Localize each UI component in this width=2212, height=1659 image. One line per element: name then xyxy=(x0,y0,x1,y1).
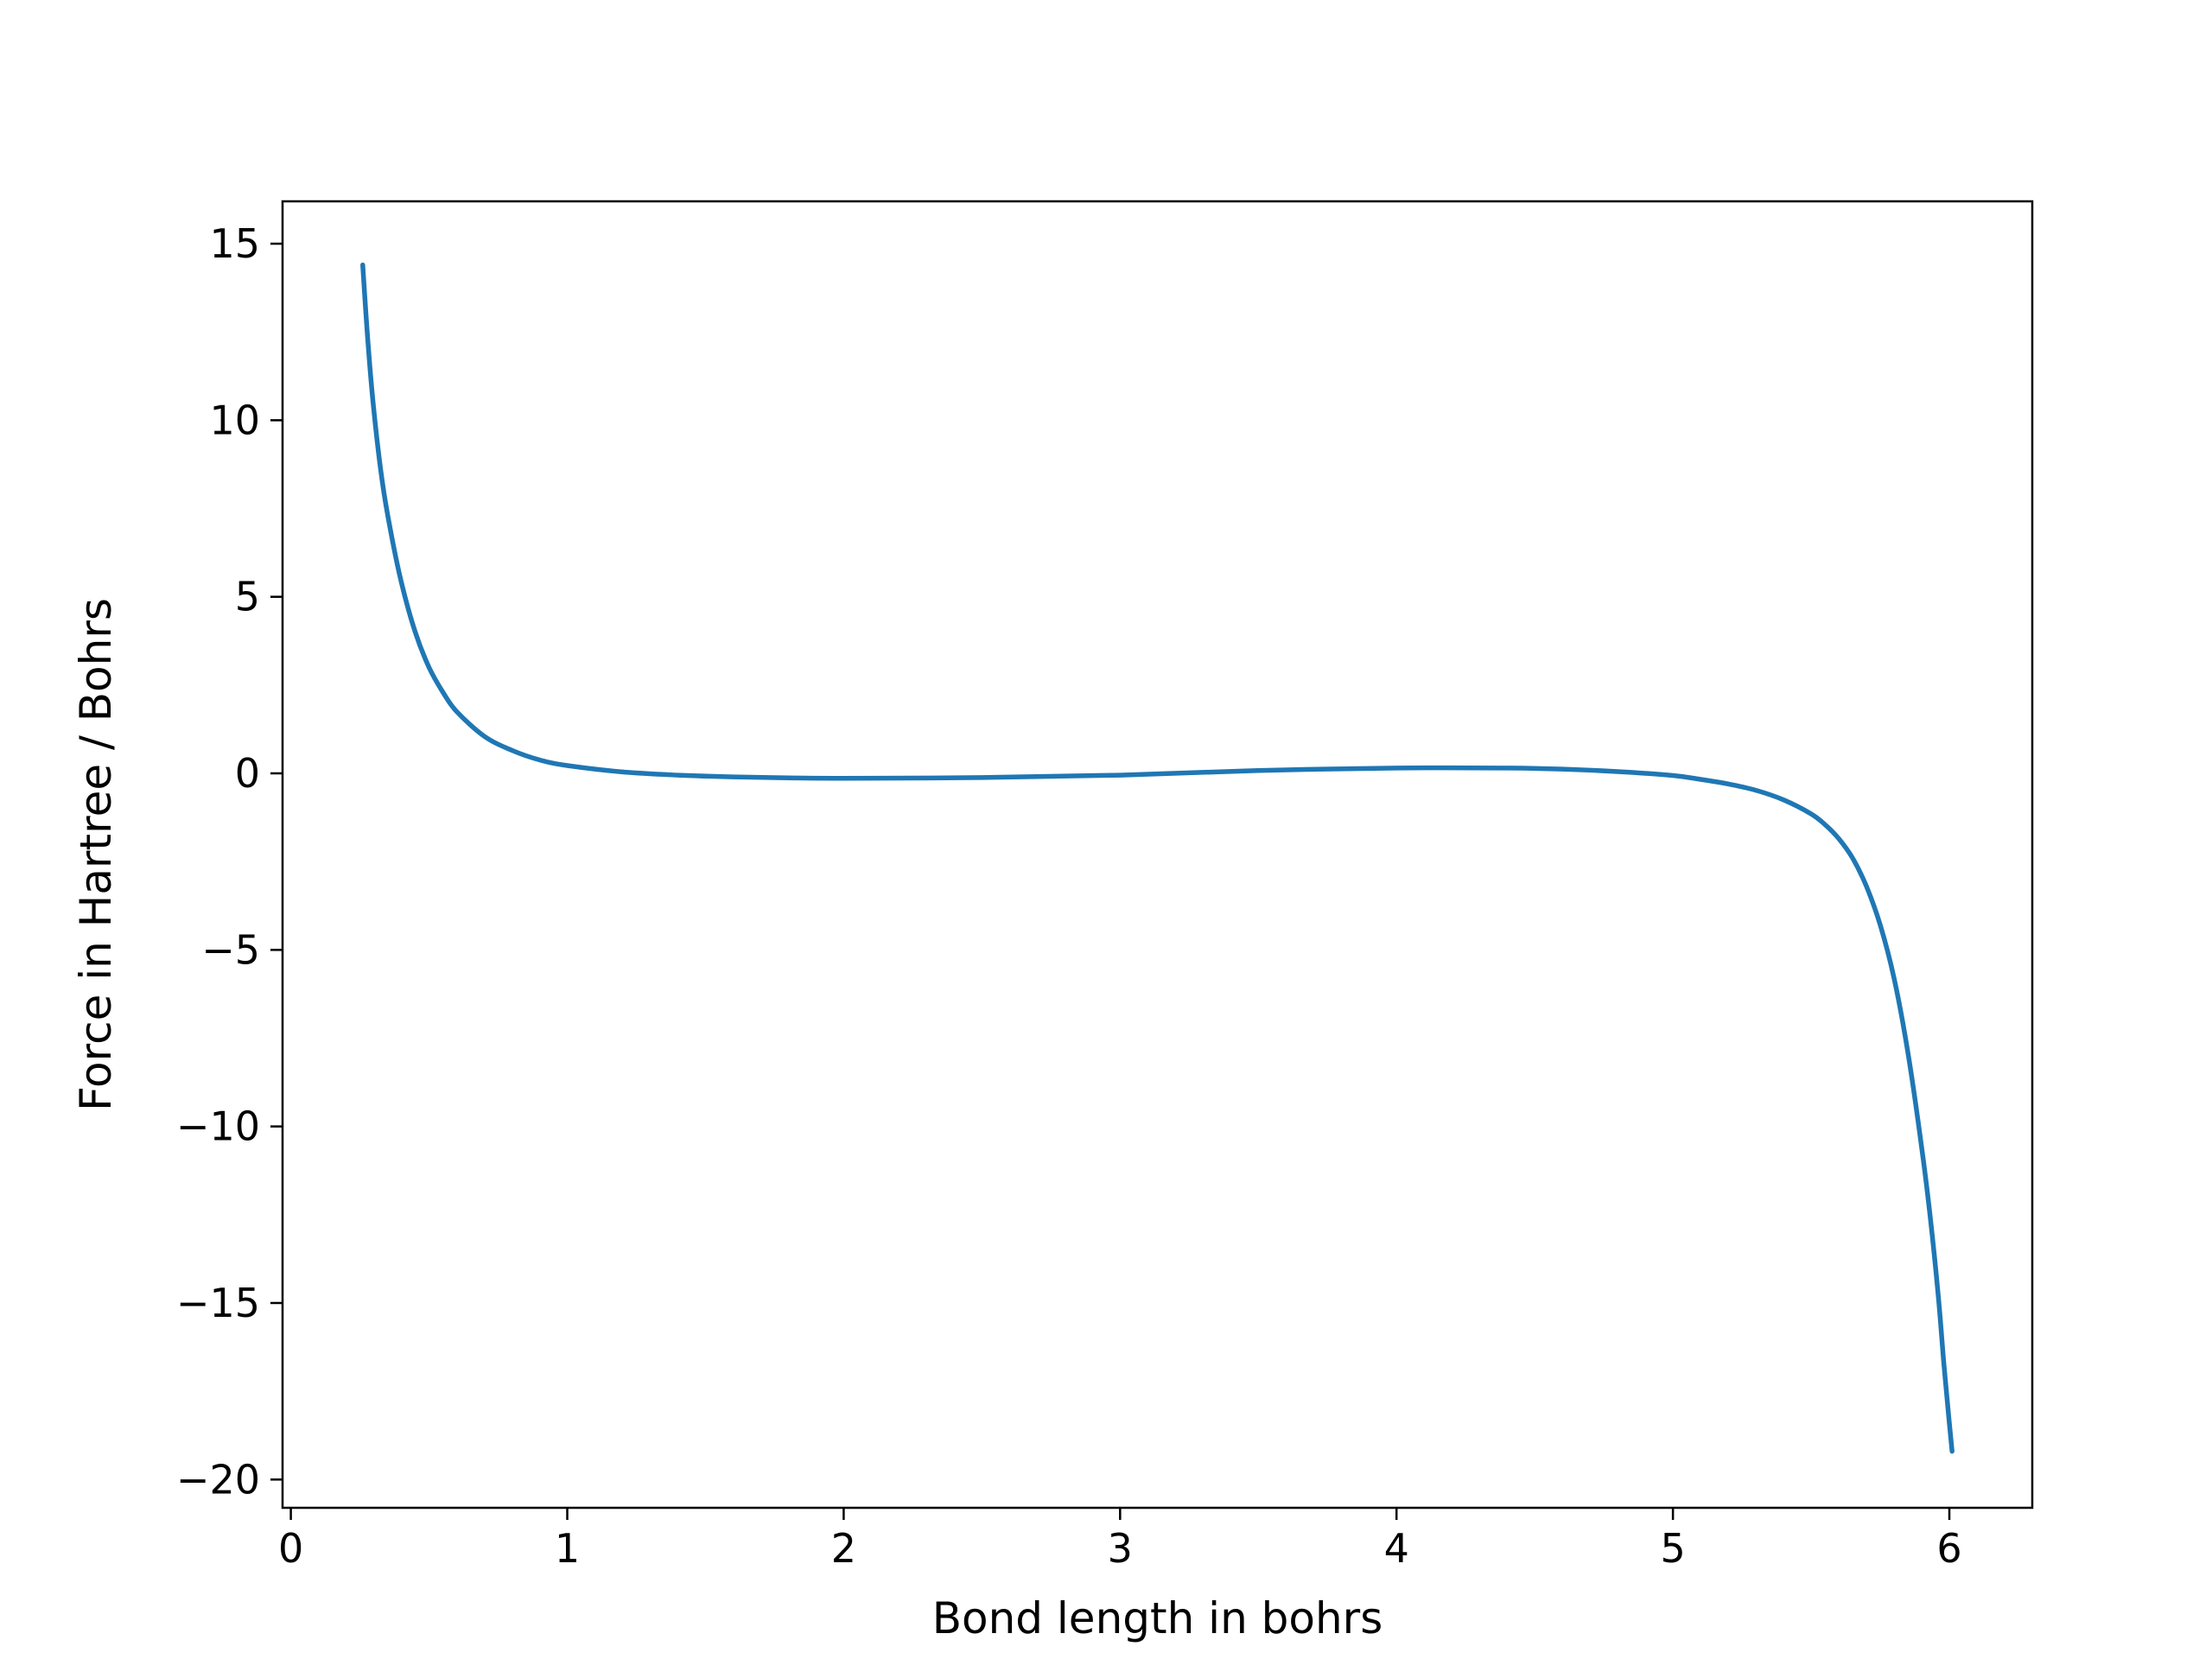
y-tick-label: −5 xyxy=(201,926,260,973)
series-line xyxy=(360,262,1955,1454)
x-tick-label: 3 xyxy=(1108,1525,1133,1572)
x-tick-label: 4 xyxy=(1384,1525,1409,1572)
y-tick-label: −20 xyxy=(176,1456,260,1503)
y-tick-label: 0 xyxy=(235,750,260,797)
y-tick-label: −10 xyxy=(176,1103,260,1150)
x-tick-label: 2 xyxy=(831,1525,856,1572)
x-tick-label: 0 xyxy=(278,1525,303,1572)
y-axis-label: Force in Hartree / Bohrs xyxy=(71,598,121,1111)
y-tick-label: 15 xyxy=(209,220,260,267)
series-layer xyxy=(360,262,1955,1454)
plot-frame xyxy=(281,200,2034,1510)
y-tick-label: 10 xyxy=(209,397,260,443)
x-axis-ticks: 0 1 2 3 4 5 6 xyxy=(278,1508,1962,1572)
y-tick-label: −15 xyxy=(176,1280,260,1326)
y-tick-label: 5 xyxy=(235,574,260,620)
x-tick-label: 6 xyxy=(1936,1525,1961,1572)
x-tick-label: 5 xyxy=(1660,1525,1685,1572)
y-axis-ticks: 15 10 5 0 −5 −10 −15 −20 xyxy=(176,220,283,1503)
x-axis-label: Bond length in bohrs xyxy=(932,1593,1383,1643)
x-tick-label: 1 xyxy=(555,1525,580,1572)
